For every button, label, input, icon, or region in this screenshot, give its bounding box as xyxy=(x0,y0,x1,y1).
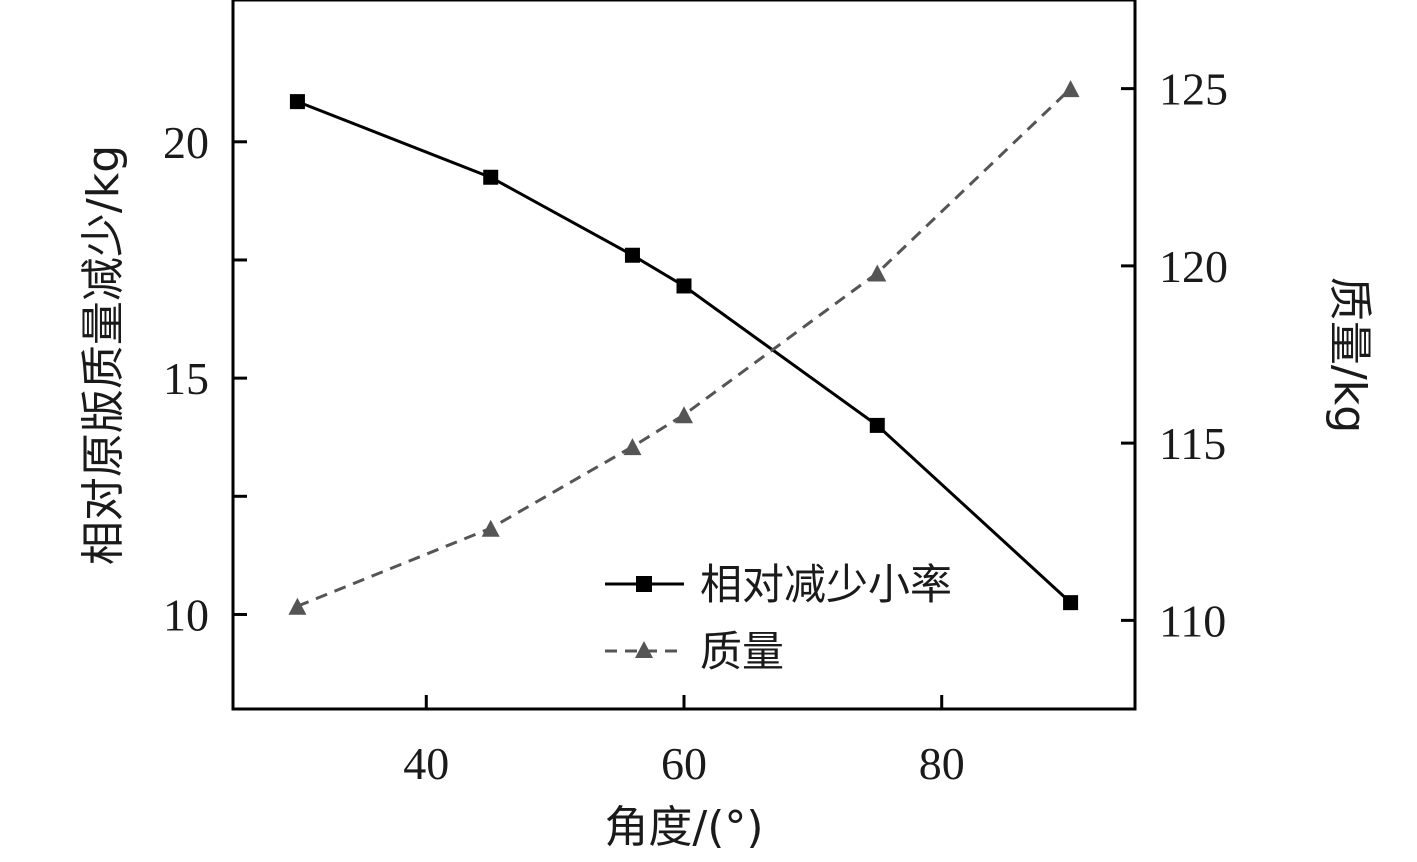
plot-frame xyxy=(231,0,1137,711)
series-1-line xyxy=(296,100,1072,604)
x-axis-title: 角度/(°) xyxy=(604,802,763,853)
x-tick-label: 40 xyxy=(403,738,449,789)
series-1-point xyxy=(869,417,885,433)
series-2-line xyxy=(296,87,1072,608)
y-left-tick-label: 15 xyxy=(163,353,209,404)
y-left-tick-label: 10 xyxy=(163,589,209,640)
series-2-point xyxy=(623,438,642,456)
series-2-point xyxy=(1061,80,1080,98)
legend-label-series-2: 质量 xyxy=(700,627,784,676)
legend-marker-series-2 xyxy=(635,641,653,658)
y-right-axis-title: 质量/kg xyxy=(1324,277,1375,433)
series-1-point xyxy=(624,247,640,263)
legend-marker-series-1 xyxy=(636,576,652,592)
x-tick-label: 60 xyxy=(661,738,707,789)
series-2-point xyxy=(675,406,693,424)
legend: 相对减少小率 质量 xyxy=(605,560,952,676)
series-1-point xyxy=(289,94,305,110)
y-right-tick-label: 115 xyxy=(1159,418,1226,469)
x-tick-label: 80 xyxy=(919,738,965,789)
series-1-point xyxy=(1063,595,1079,611)
y-right-tick-label: 110 xyxy=(1159,595,1226,646)
series-2-point xyxy=(481,519,500,537)
series-layer xyxy=(288,80,1080,615)
series-1-point xyxy=(483,169,499,185)
series-1-point xyxy=(676,278,692,294)
legend-label-series-1: 相对减少小率 xyxy=(700,560,952,609)
y-right-tick-label: 120 xyxy=(1159,241,1228,292)
y-left-tick-label: 20 xyxy=(163,117,209,168)
y-right-tick-label: 125 xyxy=(1159,64,1228,115)
y-left-axis-title: 相对原版质量减少/kg xyxy=(78,145,129,565)
series-2-point xyxy=(868,264,887,282)
tick-layer: 40 60 80 10 15 20 110 115 120 125 xyxy=(163,64,1228,789)
series-2-point xyxy=(288,597,307,615)
